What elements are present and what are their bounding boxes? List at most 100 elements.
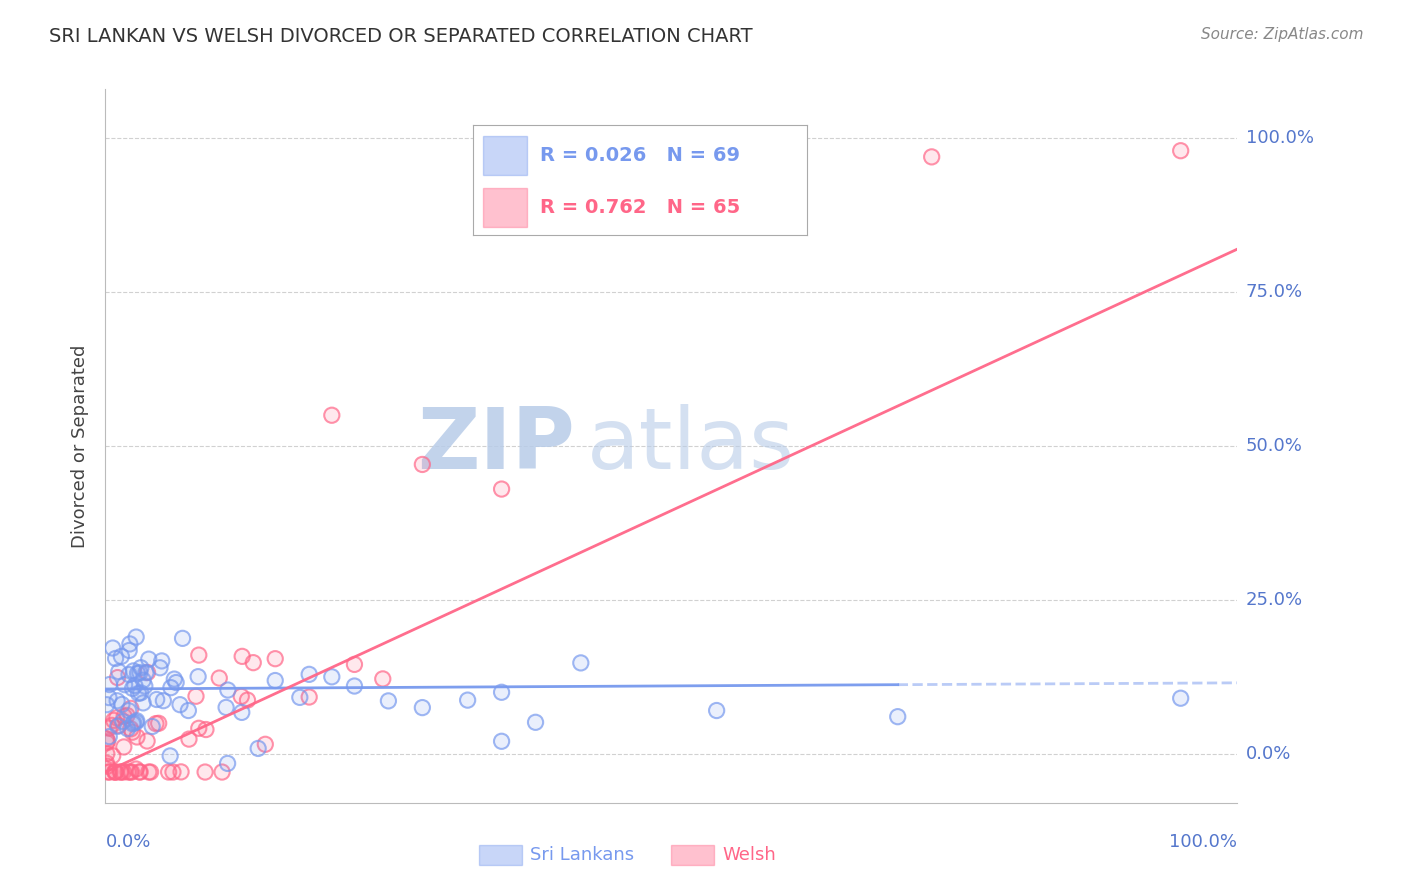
Point <box>145 692 167 706</box>
Point <box>101 641 124 656</box>
Point <box>96 756 118 771</box>
Point <box>236 693 259 707</box>
Point <box>96 747 118 761</box>
Point <box>264 651 287 665</box>
Point <box>98 765 121 780</box>
Point <box>121 725 143 739</box>
Point <box>120 701 142 715</box>
Point <box>184 690 207 704</box>
Point <box>103 714 125 728</box>
Text: Welsh: Welsh <box>723 846 776 863</box>
Point <box>117 765 139 780</box>
Point <box>162 765 184 780</box>
Point <box>134 679 156 693</box>
Point <box>120 701 142 715</box>
Point <box>231 649 253 664</box>
Point <box>159 748 181 763</box>
Point <box>491 482 513 496</box>
Point <box>177 732 200 747</box>
Point <box>121 765 143 780</box>
Point <box>96 698 118 712</box>
Point <box>103 714 125 728</box>
Point <box>121 725 143 739</box>
Point <box>215 700 238 714</box>
Point <box>288 690 311 705</box>
Point <box>148 716 170 731</box>
Point <box>138 652 160 666</box>
Text: atlas: atlas <box>586 404 794 488</box>
Point <box>128 764 150 779</box>
Point <box>231 690 253 704</box>
Point <box>343 657 366 672</box>
Point <box>491 734 513 748</box>
Point <box>98 721 121 735</box>
Point <box>97 765 120 780</box>
Bar <box>672 845 714 865</box>
Point <box>101 641 124 656</box>
Point <box>125 630 148 644</box>
Text: 100.0%: 100.0% <box>1170 833 1237 851</box>
Point <box>242 656 264 670</box>
Point <box>141 719 163 733</box>
Point <box>121 765 143 780</box>
Point <box>1170 144 1192 158</box>
Point <box>110 649 132 664</box>
Point <box>112 739 135 754</box>
Point <box>97 690 120 705</box>
Point <box>321 409 343 423</box>
Point <box>118 637 141 651</box>
Point <box>125 714 148 728</box>
Point <box>96 698 118 712</box>
Point <box>160 681 183 695</box>
Point <box>187 670 209 684</box>
Point <box>264 673 287 688</box>
Point <box>97 690 120 705</box>
Point <box>101 748 124 763</box>
Point <box>129 765 152 780</box>
Point <box>187 670 209 684</box>
Point <box>491 685 513 699</box>
Point <box>124 679 146 693</box>
Point <box>231 690 253 704</box>
Point <box>96 736 118 750</box>
Point <box>921 150 943 164</box>
Point <box>343 657 366 672</box>
Point <box>127 666 149 681</box>
Point <box>254 737 277 751</box>
Point <box>187 721 209 735</box>
Point <box>111 698 134 712</box>
Text: Source: ZipAtlas.com: Source: ZipAtlas.com <box>1201 27 1364 42</box>
Point <box>121 681 143 696</box>
Point <box>107 718 129 732</box>
Point <box>105 711 128 725</box>
Point <box>97 765 120 780</box>
Point <box>128 665 150 680</box>
Point <box>96 756 118 771</box>
Point <box>118 637 141 651</box>
Point <box>101 718 124 732</box>
Point <box>104 765 127 780</box>
Point <box>125 715 148 730</box>
Point <box>125 762 148 776</box>
Point <box>298 690 321 704</box>
Point <box>177 704 200 718</box>
Point <box>117 722 139 736</box>
Point <box>117 722 139 736</box>
Point <box>112 765 135 780</box>
Point <box>125 762 148 776</box>
Point <box>149 661 172 675</box>
Point <box>145 692 167 706</box>
Point <box>98 730 121 744</box>
Point <box>157 765 180 780</box>
Point <box>136 734 159 748</box>
Point <box>187 648 209 662</box>
Point <box>138 765 160 780</box>
Text: 0.0%: 0.0% <box>1246 745 1291 763</box>
Point <box>371 672 394 686</box>
Point <box>107 671 129 685</box>
Point <box>105 711 128 725</box>
Point <box>110 765 132 780</box>
Point <box>98 721 121 735</box>
Point <box>165 675 187 690</box>
Point <box>129 661 152 675</box>
